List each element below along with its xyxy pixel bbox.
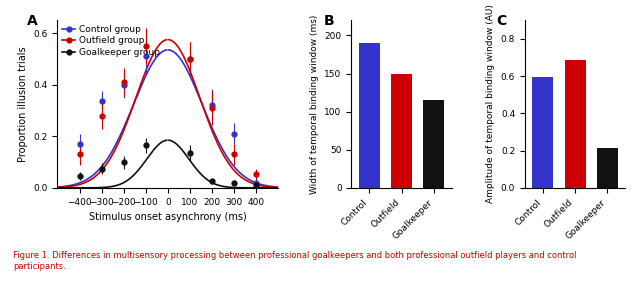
Y-axis label: Proportion illusion trials: Proportion illusion trials: [18, 46, 28, 162]
Text: Figure 1. Differences in multisensory processing between professional goalkeeper: Figure 1. Differences in multisensory pr…: [13, 251, 576, 271]
Bar: [532, 77, 553, 188]
Y-axis label: Amplitude of temporal binding window (AU): Amplitude of temporal binding window (AU…: [486, 5, 495, 203]
Bar: [424, 100, 445, 188]
Bar: [359, 43, 380, 188]
Text: B: B: [323, 14, 334, 27]
Bar: [391, 74, 412, 188]
X-axis label: Stimulus onset asynchrony (ms): Stimulus onset asynchrony (ms): [89, 212, 247, 222]
Bar: [597, 148, 618, 188]
Legend: Control group, Outfield group, Goalkeeper group: Control group, Outfield group, Goalkeepe…: [62, 25, 160, 57]
Bar: [565, 60, 586, 188]
Text: C: C: [497, 14, 507, 27]
Y-axis label: Width of temporal binding window (ms): Width of temporal binding window (ms): [310, 14, 319, 194]
Text: A: A: [27, 14, 37, 27]
